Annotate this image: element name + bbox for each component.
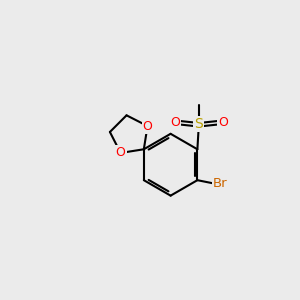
Text: O: O	[218, 116, 228, 129]
Text: O: O	[116, 146, 125, 159]
Text: O: O	[142, 119, 152, 133]
Text: S: S	[194, 117, 203, 131]
Text: Br: Br	[213, 177, 227, 190]
Text: O: O	[170, 116, 180, 129]
